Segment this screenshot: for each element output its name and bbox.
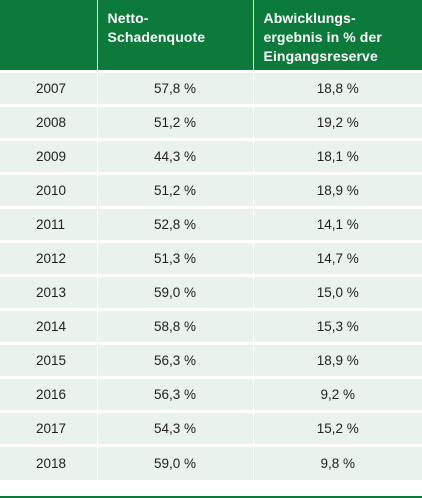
table-row: 2007 57,8 % 18,8 %	[0, 70, 422, 106]
cell-netto-schadenquote: 56,3 %	[97, 376, 254, 412]
table-row: 2015 56,3 % 18,9 %	[0, 342, 422, 378]
cell-year: 2011	[0, 206, 98, 242]
table-row: 2016 56,3 % 9,2 %	[0, 376, 422, 412]
cell-year: 2018	[0, 444, 98, 480]
cell-abwicklungsergebnis: 15,0 %	[253, 274, 422, 310]
cell-abwicklungsergebnis: 14,1 %	[253, 206, 422, 242]
cell-netto-schadenquote: 54,3 %	[97, 410, 254, 446]
header-year-label	[0, 0, 97, 9]
cell-abwicklungsergebnis: 9,8 %	[253, 444, 422, 480]
header-abwicklungsergebnis: Abwicklungs- ergebnis in % der Eingangsr…	[253, 0, 422, 72]
cell-year: 2017	[0, 410, 98, 446]
table-row: 2017 54,3 % 15,2 %	[0, 410, 422, 446]
cell-netto-schadenquote: 59,0 %	[97, 274, 254, 310]
table-row: 2013 59,0 % 15,0 %	[0, 274, 422, 310]
cell-netto-schadenquote: 51,2 %	[97, 172, 254, 208]
cell-year: 2015	[0, 342, 98, 378]
cell-year: 2016	[0, 376, 98, 412]
cell-abwicklungsergebnis: 18,9 %	[253, 342, 422, 378]
cell-netto-schadenquote: 56,3 %	[97, 342, 254, 378]
cell-abwicklungsergebnis: 15,2 %	[253, 410, 422, 446]
table-header: Netto- Schadenquote Abwicklungs- ergebni…	[0, 0, 422, 72]
header-abwicklung-label: Abwicklungs- ergebnis in % der Eingangsr…	[263, 10, 382, 64]
table-row: 2008 51,2 % 19,2 %	[0, 104, 422, 140]
cell-year: 2014	[0, 308, 98, 344]
table-row: 2014 58,8 % 15,3 %	[0, 308, 422, 344]
data-table: Netto- Schadenquote Abwicklungs- ergebni…	[0, 0, 422, 480]
cell-abwicklungsergebnis: 19,2 %	[253, 104, 422, 140]
table-row: 2011 52,8 % 14,1 %	[0, 206, 422, 242]
header-year	[0, 0, 98, 72]
cell-abwicklungsergebnis: 15,3 %	[253, 308, 422, 344]
cell-netto-schadenquote: 44,3 %	[97, 138, 254, 174]
cell-netto-schadenquote: 51,3 %	[97, 240, 254, 276]
table-row: 2012 51,3 % 14,7 %	[0, 240, 422, 276]
header-netto-schadenquote: Netto- Schadenquote	[97, 0, 254, 72]
bottom-rule	[0, 496, 422, 498]
cell-netto-schadenquote: 59,0 %	[97, 444, 254, 480]
cell-year: 2010	[0, 172, 98, 208]
header-row: Netto- Schadenquote Abwicklungs- ergebni…	[0, 0, 422, 72]
cell-netto-schadenquote: 57,8 %	[97, 70, 254, 106]
cell-netto-schadenquote: 58,8 %	[97, 308, 254, 344]
cell-abwicklungsergebnis: 9,2 %	[253, 376, 422, 412]
cell-abwicklungsergebnis: 18,9 %	[253, 172, 422, 208]
cell-year: 2012	[0, 240, 98, 276]
cell-netto-schadenquote: 51,2 %	[97, 104, 254, 140]
header-netto-label: Netto- Schadenquote	[107, 10, 206, 45]
cell-abwicklungsergebnis: 14,7 %	[253, 240, 422, 276]
table-row: 2009 44,3 % 18,1 %	[0, 138, 422, 174]
cell-year: 2007	[0, 70, 98, 106]
cell-year: 2008	[0, 104, 98, 140]
cell-netto-schadenquote: 52,8 %	[97, 206, 254, 242]
cell-abwicklungsergebnis: 18,1 %	[253, 138, 422, 174]
cell-abwicklungsergebnis: 18,8 %	[253, 70, 422, 106]
table-body: 2007 57,8 % 18,8 % 2008 51,2 % 19,2 % 2009 44,3…	[0, 70, 422, 480]
table-row: 2018 59,0 % 9,8 %	[0, 444, 422, 480]
cell-year: 2009	[0, 138, 98, 174]
table-row: 2010 51,2 % 18,9 %	[0, 172, 422, 208]
cell-year: 2013	[0, 274, 98, 310]
